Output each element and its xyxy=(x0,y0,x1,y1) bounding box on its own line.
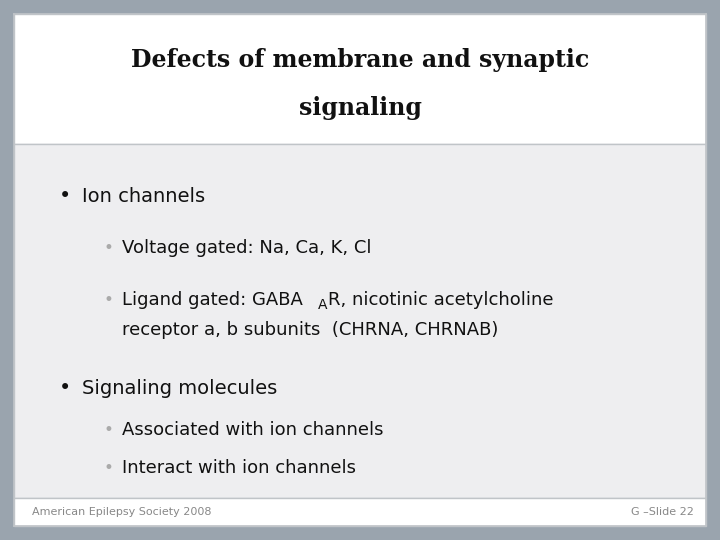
Text: Voltage gated: Na, Ca, K, Cl: Voltage gated: Na, Ca, K, Cl xyxy=(122,239,372,257)
Text: receptor a, b subunits  (CHRNA, CHRNAB): receptor a, b subunits (CHRNA, CHRNAB) xyxy=(122,321,498,339)
Text: •: • xyxy=(103,459,113,477)
Text: Interact with ion channels: Interact with ion channels xyxy=(122,459,356,477)
Text: •: • xyxy=(103,239,113,257)
Text: Signaling molecules: Signaling molecules xyxy=(82,379,277,397)
Text: Ligand gated: GABA: Ligand gated: GABA xyxy=(122,291,303,309)
Text: Ion channels: Ion channels xyxy=(82,186,205,206)
Text: American Epilepsy Society 2008: American Epilepsy Society 2008 xyxy=(32,507,212,517)
Text: •: • xyxy=(103,291,113,309)
Text: G –Slide 22: G –Slide 22 xyxy=(631,507,694,517)
Text: •: • xyxy=(103,421,113,439)
Polygon shape xyxy=(14,14,706,144)
Text: R, nicotinic acetylcholine: R, nicotinic acetylcholine xyxy=(328,291,554,309)
Text: •: • xyxy=(59,186,71,206)
Polygon shape xyxy=(14,498,706,526)
Text: Associated with ion channels: Associated with ion channels xyxy=(122,421,384,439)
Text: signaling: signaling xyxy=(299,96,421,119)
Polygon shape xyxy=(14,144,706,498)
Text: •: • xyxy=(59,378,71,398)
Text: A: A xyxy=(318,298,328,312)
Text: Defects of membrane and synaptic: Defects of membrane and synaptic xyxy=(131,48,589,71)
